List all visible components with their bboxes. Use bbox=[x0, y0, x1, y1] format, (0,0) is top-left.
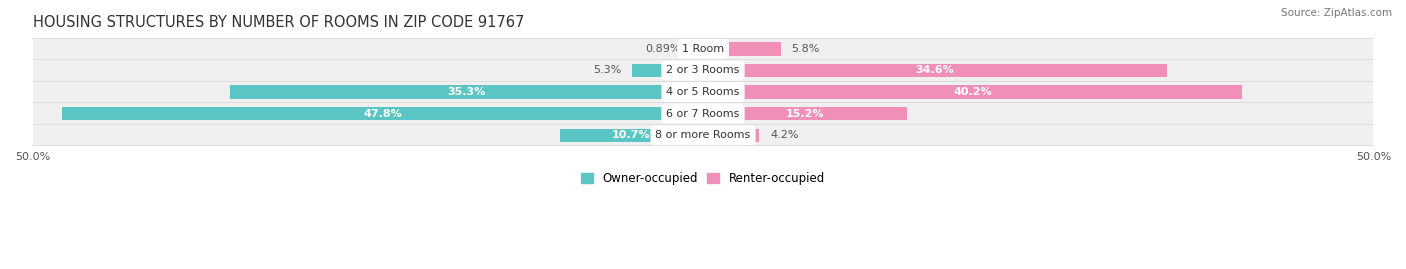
Bar bbox=[692, 42, 703, 56]
Bar bbox=[32, 104, 1374, 124]
Text: 6 or 7 Rooms: 6 or 7 Rooms bbox=[666, 109, 740, 119]
Bar bbox=[32, 81, 1374, 103]
Text: 4.2%: 4.2% bbox=[770, 130, 799, 140]
Text: HOUSING STRUCTURES BY NUMBER OF ROOMS IN ZIP CODE 91767: HOUSING STRUCTURES BY NUMBER OF ROOMS IN… bbox=[32, 15, 524, 30]
Bar bbox=[32, 103, 1374, 125]
Bar bbox=[229, 85, 703, 99]
Bar bbox=[703, 129, 759, 142]
Text: 8 or more Rooms: 8 or more Rooms bbox=[655, 130, 751, 140]
Bar bbox=[32, 125, 1374, 146]
Text: 40.2%: 40.2% bbox=[953, 87, 991, 97]
Text: 5.8%: 5.8% bbox=[792, 44, 820, 54]
Bar bbox=[32, 82, 1374, 102]
Bar bbox=[62, 107, 703, 120]
Bar bbox=[32, 38, 1374, 60]
Text: 47.8%: 47.8% bbox=[363, 109, 402, 119]
Text: 1 Room: 1 Room bbox=[682, 44, 724, 54]
Text: 15.2%: 15.2% bbox=[786, 109, 824, 119]
Text: 5.3%: 5.3% bbox=[593, 65, 621, 76]
Bar bbox=[32, 39, 1374, 59]
Text: 10.7%: 10.7% bbox=[612, 130, 651, 140]
Bar bbox=[560, 129, 703, 142]
Text: 4 or 5 Rooms: 4 or 5 Rooms bbox=[666, 87, 740, 97]
Bar bbox=[703, 64, 1167, 77]
Text: 0.89%: 0.89% bbox=[645, 44, 681, 54]
Text: 34.6%: 34.6% bbox=[915, 65, 955, 76]
Bar bbox=[32, 60, 1374, 81]
Text: Source: ZipAtlas.com: Source: ZipAtlas.com bbox=[1281, 8, 1392, 18]
Legend: Owner-occupied, Renter-occupied: Owner-occupied, Renter-occupied bbox=[581, 172, 825, 185]
Text: 35.3%: 35.3% bbox=[447, 87, 485, 97]
Bar bbox=[703, 42, 780, 56]
Bar bbox=[631, 64, 703, 77]
Bar bbox=[703, 107, 907, 120]
Text: 2 or 3 Rooms: 2 or 3 Rooms bbox=[666, 65, 740, 76]
Bar bbox=[32, 125, 1374, 145]
Bar bbox=[32, 60, 1374, 81]
Bar bbox=[703, 85, 1241, 99]
